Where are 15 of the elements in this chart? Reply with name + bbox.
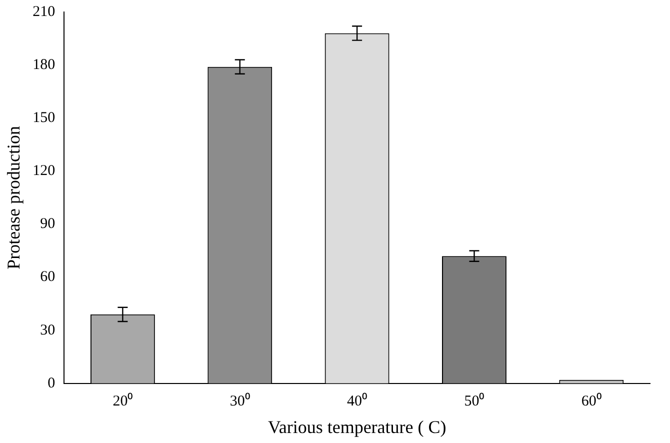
x-tick-label: 30⁰ bbox=[230, 392, 250, 410]
y-tick-label: 0 bbox=[48, 375, 56, 392]
x-tick-label: 50⁰ bbox=[464, 392, 484, 410]
y-tick-label: 60 bbox=[40, 269, 56, 286]
x-tick-label: 40⁰ bbox=[347, 392, 368, 410]
y-axis-title: Protease production bbox=[4, 126, 24, 270]
y-tick-label: 30 bbox=[40, 322, 56, 338]
y-tick-label: 120 bbox=[32, 163, 56, 180]
x-tick-label: 60⁰ bbox=[581, 392, 602, 410]
y-tick-label: 150 bbox=[32, 110, 56, 126]
x-tick-label: 20⁰ bbox=[112, 392, 133, 410]
x-axis-title: Various temperature ( C) bbox=[268, 416, 446, 437]
y-tick-label: 90 bbox=[40, 216, 56, 232]
y-tick-label: 210 bbox=[32, 4, 56, 20]
y-tick-label: 180 bbox=[32, 56, 56, 73]
